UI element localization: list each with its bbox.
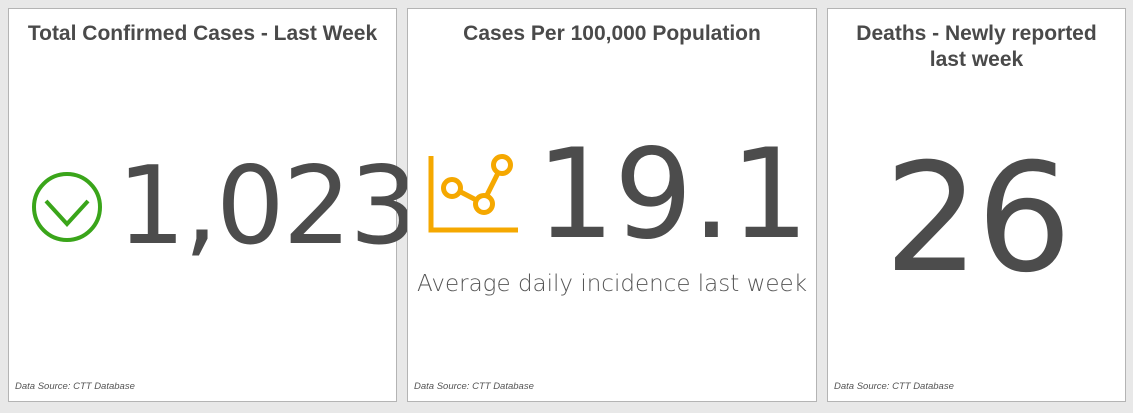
line-chart-icon xyxy=(428,154,518,233)
indicator-value: 26 xyxy=(884,132,1072,306)
panel-title-line2: last week xyxy=(929,48,1024,71)
indicator-value: 19.1 xyxy=(536,123,809,267)
indicator-cases-per-100k: Cases Per 100,000 Population 19.1 Averag… xyxy=(407,8,817,402)
indicator-total-confirmed-cases: Total Confirmed Cases - Last Week 1,023 … xyxy=(8,8,418,402)
panel-title: Deaths - Newly reported last week xyxy=(828,21,1125,73)
data-source-label: Data Source: CTT Database xyxy=(834,381,954,392)
data-source-label: Data Source: CTT Database xyxy=(15,381,135,392)
chevron-down-circle-icon xyxy=(32,172,102,242)
indicator-value: 1,023 xyxy=(117,144,418,269)
indicator-subtitle: Average daily incidence last week xyxy=(416,271,808,297)
panel-title: Cases Per 100,000 Population xyxy=(463,22,761,45)
data-source-label: Data Source: CTT Database xyxy=(414,381,534,392)
panel-title: Total Confirmed Cases - Last Week xyxy=(27,22,378,45)
panel-title-line1: Deaths - Newly reported xyxy=(856,22,1097,45)
indicator-deaths-last-week: Deaths - Newly reported last week 26 Dat… xyxy=(827,8,1126,402)
